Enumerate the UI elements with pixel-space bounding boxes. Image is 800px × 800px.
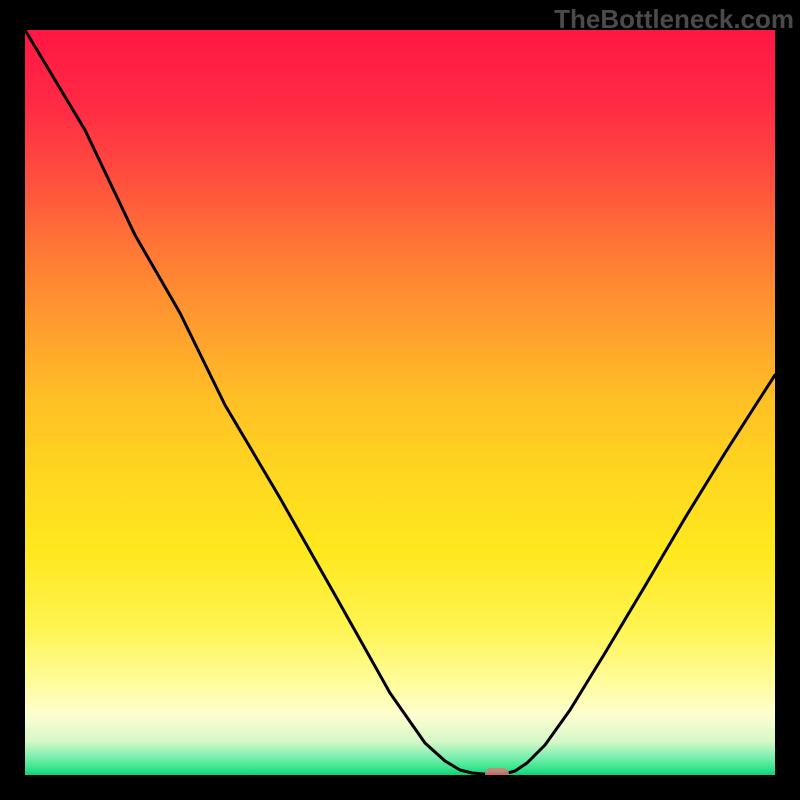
gradient-background [25,30,775,775]
optimum-marker [485,768,509,775]
bottleneck-chart [25,30,775,775]
chart-svg [25,30,775,775]
